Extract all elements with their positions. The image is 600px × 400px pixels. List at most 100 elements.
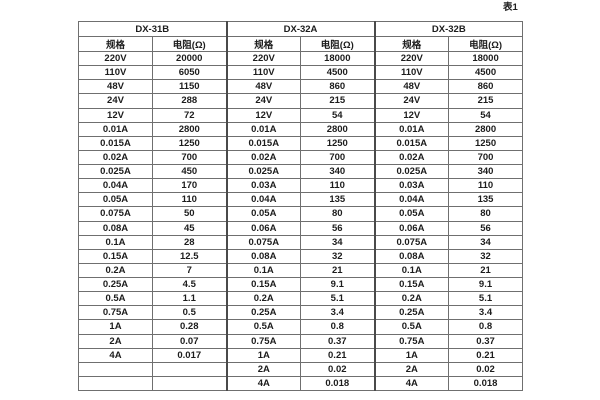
table-row: 110V 6050 110V 4500 110V 4500 [78,65,524,81]
resistance-cell: 1150 [151,79,228,95]
spec-column-header: 规格 [225,36,302,52]
resistance-cell: 0.017 [151,347,228,363]
spec-cell: 48V [225,79,302,95]
resistance-cell: 50 [151,206,228,222]
table-body: 220V 20000 220V 18000 220V 18000 110V 6050 110V 4… [78,50,524,392]
resistance-cell: 0.5 [151,305,228,321]
resistance-cell: 4.5 [151,276,228,293]
group-header-dx32b: DX-32B [373,21,524,37]
spec-cell: 0.04A [225,192,302,208]
spec-cell: 110V [78,65,153,81]
spec-cell: 0.02A [78,149,153,166]
resistance-cell: 700 [448,149,524,166]
spec-cell: 0.05A [373,206,450,222]
spec-cell: 0.02A [373,149,450,166]
resistance-cell: 215 [448,93,524,109]
spec-cell: 110V [373,65,450,81]
table-row: 0.01A 2800 0.01A 2800 0.01A 2800 [78,121,524,137]
resistance-cell: 5.1 [300,291,376,307]
spec-cell: 0.04A [373,192,450,208]
spec-cell: 0.2A [78,262,153,279]
group-header-dx31b: DX-31B [77,21,228,37]
resistance-spec-table: DX-31B DX-32A DX-32B 规格 电阻(Ω) 规格 电阻(Ω) 规… [77,21,524,392]
resistance-cell: 2800 [448,121,524,137]
spec-cell: 4A [78,347,153,363]
resistance-cell: 1250 [448,135,524,151]
resistance-cell: 0.21 [448,347,524,363]
table-row: 0.75A 0.5 0.25A 3.4 0.25A 3.4 [78,305,524,321]
spec-cell [78,361,153,377]
table-row: 48V 1150 48V 860 48V 860 [78,79,524,95]
table-row: 2A 0.02 2A 0.02 [78,361,524,377]
spec-cell: 4A [225,375,302,392]
resistance-cell: 32 [300,248,376,264]
resistance-cell: 80 [300,206,376,222]
spec-cell: 0.05A [78,192,153,208]
spec-cell [78,375,153,392]
resistance-cell: 0.37 [300,333,376,349]
spec-cell: 0.1A [373,262,450,279]
spec-cell: 0.075A [78,206,153,222]
resistance-cell: 860 [300,79,376,95]
spec-cell: 0.02A [225,149,302,166]
table-row: 4A 0.018 4A 0.018 [78,375,524,392]
spec-cell: 0.08A [78,220,153,236]
spec-cell: 0.5A [225,319,302,335]
resistance-cell: 54 [448,107,524,123]
resistance-cell: 700 [300,149,376,166]
resistance-cell: 21 [448,262,524,279]
resistance-cell: 21 [300,262,376,279]
spec-cell: 0.75A [225,333,302,349]
spec-cell: 1A [373,347,450,363]
resistance-cell: 20000 [151,50,228,67]
spec-cell: 48V [78,79,153,95]
resistance-cell: 18000 [300,50,376,67]
spec-cell: 220V [373,50,450,67]
table-row: 4A 0.017 1A 0.21 1A 0.21 [78,347,524,363]
spec-cell: 12V [373,107,450,123]
spec-cell: 0.025A [373,163,450,180]
resistance-cell: 9.1 [448,276,524,293]
resistance-column-header: 电阻(Ω) [448,36,524,52]
spec-cell: 0.1A [78,234,153,250]
table-row: 0.04A 170 0.03A 110 0.03A 110 [78,178,524,194]
spec-cell: 0.03A [225,178,302,194]
table-caption: 表1 [503,2,518,13]
group-header-dx32a: DX-32A [225,21,376,37]
spec-cell: 2A [225,361,302,377]
spec-cell: 1A [78,319,153,335]
spec-cell: 0.06A [225,220,302,236]
spec-cell: 4A [373,375,450,392]
spec-cell: 0.75A [78,305,153,321]
table-row: 0.2A 7 0.1A 21 0.1A 21 [78,262,524,279]
spec-cell: 0.15A [225,276,302,293]
resistance-cell: 0.07 [151,333,228,349]
spec-cell: 0.25A [78,276,153,293]
spec-cell: 0.015A [225,135,302,151]
spec-cell: 0.1A [225,262,302,279]
spec-cell: 0.2A [225,291,302,307]
resistance-cell: 18000 [448,50,524,67]
spec-cell: 0.25A [373,305,450,321]
resistance-cell: 0.37 [448,333,524,349]
group-header-row: DX-31B DX-32A DX-32B [77,21,524,37]
resistance-cell: 0.018 [448,375,524,392]
spec-cell: 0.01A [78,121,153,137]
column-header-row: 规格 电阻(Ω) 规格 电阻(Ω) 规格 电阻(Ω) [78,36,524,52]
resistance-cell: 0.8 [448,319,524,335]
spec-cell: 0.2A [373,291,450,307]
spec-cell: 0.25A [225,305,302,321]
resistance-cell: 340 [300,163,376,180]
table-row: 0.025A 450 0.025A 340 0.025A 340 [78,163,524,180]
resistance-cell: 28 [151,234,228,250]
table-row: 0.015A 1250 0.015A 1250 0.015A 1250 [78,135,524,151]
spec-cell: 24V [373,93,450,109]
resistance-cell: 1250 [151,135,228,151]
resistance-cell: 110 [300,178,376,194]
resistance-cell: 135 [448,192,524,208]
resistance-cell: 0.8 [300,319,376,335]
resistance-cell: 170 [151,178,228,194]
resistance-cell: 34 [448,234,524,250]
resistance-cell: 860 [448,79,524,95]
spec-cell: 0.5A [78,291,153,307]
